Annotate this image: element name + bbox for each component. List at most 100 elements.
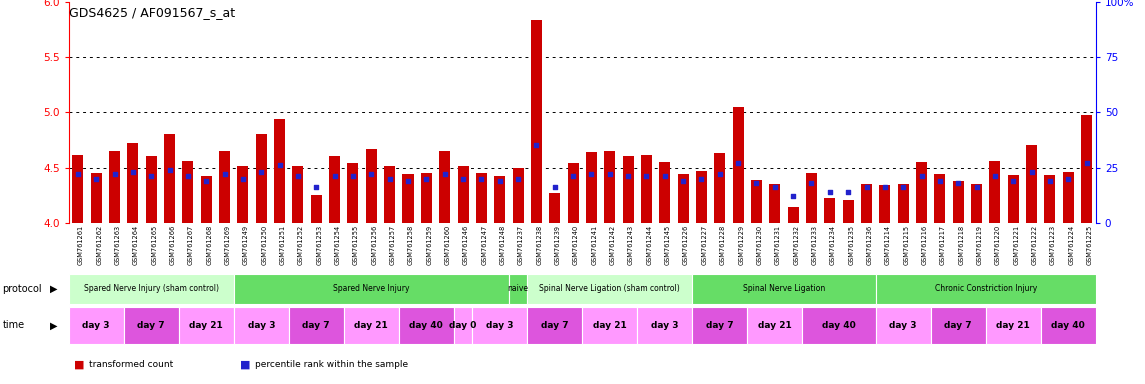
Bar — [1063, 172, 1074, 223]
Point — [398, 178, 417, 184]
Text: GSM761241: GSM761241 — [592, 225, 598, 265]
Text: day 3: day 3 — [890, 321, 917, 330]
Point — [87, 175, 105, 182]
Text: percentile rank within the sample: percentile rank within the sample — [255, 360, 409, 369]
Text: ▶: ▶ — [50, 284, 58, 294]
Bar — [733, 107, 743, 223]
Text: day 40: day 40 — [1051, 321, 1085, 330]
Bar — [971, 184, 982, 223]
Text: day 7: day 7 — [945, 321, 972, 330]
Text: GSM761261: GSM761261 — [78, 225, 84, 265]
Point — [197, 178, 215, 184]
Text: GSM761243: GSM761243 — [629, 225, 634, 265]
Bar — [495, 176, 505, 223]
Bar — [347, 163, 358, 223]
Bar — [605, 151, 615, 223]
Text: Spinal Nerve Ligation: Spinal Nerve Ligation — [743, 285, 826, 293]
Text: Spared Nerve Injury (sham control): Spared Nerve Injury (sham control) — [84, 285, 219, 293]
Point — [563, 173, 582, 179]
Text: GSM761258: GSM761258 — [408, 225, 414, 265]
Bar — [124, 307, 179, 344]
Text: day 7: day 7 — [706, 321, 734, 330]
Text: ▶: ▶ — [50, 320, 58, 331]
Point — [1059, 175, 1077, 182]
Text: GSM761216: GSM761216 — [922, 225, 927, 265]
Text: GSM761239: GSM761239 — [554, 225, 561, 265]
Bar — [292, 166, 303, 223]
Text: GSM761268: GSM761268 — [206, 225, 212, 265]
Text: GSM761262: GSM761262 — [96, 225, 102, 265]
Point — [160, 167, 179, 173]
Point — [803, 180, 821, 186]
Text: day 3: day 3 — [247, 321, 275, 330]
Bar — [385, 166, 395, 223]
Point — [619, 173, 638, 179]
Text: GSM761221: GSM761221 — [1013, 225, 1019, 265]
Text: GSM761254: GSM761254 — [334, 225, 340, 265]
Bar — [531, 20, 542, 223]
Text: GSM761218: GSM761218 — [958, 225, 964, 265]
Text: day 21: day 21 — [355, 321, 388, 330]
Point — [105, 171, 124, 177]
Text: GSM761214: GSM761214 — [885, 225, 891, 265]
Bar — [876, 274, 1096, 304]
Text: transformed count: transformed count — [89, 360, 174, 369]
Bar — [164, 134, 175, 223]
Text: day 7: day 7 — [137, 321, 165, 330]
Bar — [1081, 114, 1092, 223]
Text: GSM761223: GSM761223 — [1050, 225, 1056, 265]
Bar — [788, 207, 799, 223]
Bar — [344, 307, 398, 344]
Point — [894, 184, 913, 190]
Point — [69, 171, 87, 177]
Bar — [403, 174, 413, 223]
Text: GSM761238: GSM761238 — [536, 225, 543, 265]
Bar — [234, 307, 289, 344]
Point — [142, 173, 160, 179]
Text: GSM761255: GSM761255 — [353, 225, 360, 265]
Text: day 21: day 21 — [996, 321, 1030, 330]
Bar — [931, 307, 986, 344]
Text: GSM761227: GSM761227 — [702, 225, 708, 265]
Text: GSM761226: GSM761226 — [684, 225, 689, 265]
Bar — [365, 149, 377, 223]
Point — [472, 175, 490, 182]
Point — [968, 184, 986, 190]
Bar — [310, 195, 322, 223]
Point — [362, 171, 380, 177]
Bar — [472, 307, 527, 344]
Text: ■: ■ — [74, 359, 85, 370]
Bar — [1026, 146, 1037, 223]
Point — [784, 193, 803, 199]
Point — [289, 173, 307, 179]
Text: day 3: day 3 — [652, 321, 679, 330]
Point — [1022, 169, 1041, 175]
Point — [913, 173, 931, 179]
Text: time: time — [2, 320, 24, 331]
Bar — [843, 200, 854, 223]
Point — [453, 175, 472, 182]
Point — [490, 178, 508, 184]
Bar — [989, 161, 1001, 223]
Point — [821, 189, 839, 195]
Bar — [586, 152, 597, 223]
Point — [124, 169, 142, 175]
Text: GSM761257: GSM761257 — [389, 225, 396, 265]
Bar — [934, 174, 946, 223]
Bar — [583, 307, 638, 344]
Bar — [693, 274, 876, 304]
Text: GSM761256: GSM761256 — [371, 225, 378, 265]
Text: GSM761264: GSM761264 — [133, 225, 139, 265]
Point — [417, 175, 435, 182]
Text: GSM761217: GSM761217 — [940, 225, 946, 265]
Text: GSM761235: GSM761235 — [848, 225, 854, 265]
Point — [252, 169, 270, 175]
Text: GSM761225: GSM761225 — [1087, 225, 1092, 265]
Point — [215, 171, 234, 177]
Point — [949, 180, 968, 186]
Point — [748, 180, 766, 186]
Bar — [806, 173, 818, 223]
Text: GSM761231: GSM761231 — [775, 225, 781, 265]
Text: ■: ■ — [240, 359, 251, 370]
Bar — [127, 143, 139, 223]
